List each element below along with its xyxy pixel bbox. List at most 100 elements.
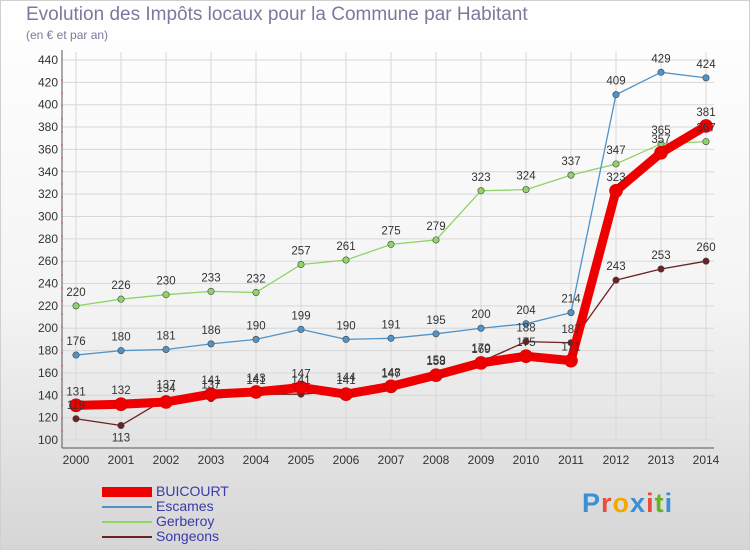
legend-swatch <box>102 506 152 508</box>
data-point-buicourt <box>114 397 128 412</box>
y-tick-label: 140 <box>38 388 58 402</box>
data-label: 141 <box>246 375 265 387</box>
y-tick-label: 240 <box>38 277 58 291</box>
x-tick-label: 2009 <box>468 453 495 467</box>
logo-letter: t <box>654 488 665 518</box>
data-label: 181 <box>156 330 175 342</box>
y-tick-label: 160 <box>38 366 58 380</box>
data-label: 113 <box>112 432 130 444</box>
y-tick-label: 100 <box>38 433 58 447</box>
logo-letter: o <box>612 488 631 518</box>
data-label: 275 <box>381 225 400 237</box>
data-point-songeons <box>72 415 80 423</box>
data-label: 347 <box>606 145 625 157</box>
data-point-gerberoy <box>522 186 530 194</box>
legend-swatch <box>102 487 152 497</box>
data-point-escames <box>252 335 260 343</box>
data-point-gerberoy <box>252 288 260 296</box>
y-tick-label: 380 <box>38 120 58 134</box>
data-label: 337 <box>561 156 580 168</box>
data-point-escames <box>72 351 80 359</box>
x-tick-label: 2013 <box>648 453 675 467</box>
data-label: 226 <box>111 280 130 292</box>
data-label: 147 <box>381 368 400 380</box>
data-label: 424 <box>696 59 716 71</box>
data-label: 323 <box>471 172 490 184</box>
x-tick-label: 2005 <box>288 453 315 467</box>
data-label: 147 <box>291 368 310 380</box>
legend-swatch <box>102 521 152 523</box>
data-label: 187 <box>561 324 580 336</box>
y-tick-label: 360 <box>38 142 58 156</box>
data-point-escames <box>162 345 170 353</box>
data-point-buicourt <box>654 145 668 160</box>
data-point-buicourt <box>294 380 308 395</box>
data-label: 381 <box>696 107 715 119</box>
data-label: 141 <box>336 375 355 387</box>
data-point-buicourt <box>609 183 623 198</box>
data-label: 176 <box>66 336 85 348</box>
data-label: 357 <box>651 134 670 146</box>
data-label: 169 <box>471 344 490 356</box>
data-point-songeons <box>612 276 620 284</box>
y-tick-label: 420 <box>38 75 58 89</box>
data-label: 260 <box>696 242 715 254</box>
data-label: 233 <box>201 272 220 284</box>
legend-label: Songeons <box>156 528 220 544</box>
data-point-gerberoy <box>432 236 440 244</box>
x-tick-label: 2014 <box>693 453 720 467</box>
legend-label: BUICOURT <box>156 483 229 499</box>
y-tick-label: 300 <box>38 209 58 223</box>
data-label: 365 <box>651 125 670 137</box>
chart-title: Evolution des Impôts locaux pour la Comm… <box>26 4 528 25</box>
data-label: 170 <box>471 343 490 355</box>
y-tick-label: 200 <box>38 321 58 335</box>
data-label: 143 <box>246 373 265 385</box>
data-label: 195 <box>426 315 445 327</box>
logo-letter: i <box>664 488 674 518</box>
data-label: 324 <box>516 171 536 183</box>
data-label: 199 <box>291 310 310 322</box>
data-label: 191 <box>381 319 400 331</box>
data-label: 243 <box>606 261 625 273</box>
data-point-escames <box>522 320 530 328</box>
data-label: 171 <box>561 342 580 354</box>
legend-label: Gerberoy <box>156 513 215 529</box>
data-point-gerberoy <box>567 171 575 179</box>
data-point-escames <box>297 325 305 333</box>
data-point-escames <box>432 330 440 338</box>
logo-letter: x <box>630 488 647 518</box>
data-label: 429 <box>651 53 670 65</box>
data-label: 220 <box>66 287 85 299</box>
data-point-gerberoy <box>612 160 620 168</box>
data-label: 190 <box>246 320 265 332</box>
y-tick-label: 260 <box>38 254 58 268</box>
data-point-gerberoy <box>297 261 305 269</box>
data-label: 253 <box>651 250 670 262</box>
data-label: 230 <box>156 276 175 288</box>
x-tick-label: 2001 <box>108 453 135 467</box>
x-tick-label: 2006 <box>333 453 360 467</box>
logo-letter: P <box>582 488 602 518</box>
x-tick-label: 2002 <box>153 453 180 467</box>
data-point-buicourt <box>249 385 263 399</box>
data-point-escames <box>117 347 125 355</box>
data-label: 180 <box>111 332 130 344</box>
data-point-buicourt <box>474 356 488 370</box>
y-tick-label: 280 <box>38 232 58 246</box>
y-tick-label: 440 <box>38 53 58 67</box>
data-label: 134 <box>156 383 176 395</box>
data-point-songeons <box>657 265 665 273</box>
data-label: 186 <box>201 325 220 337</box>
data-label: 159 <box>426 355 445 367</box>
data-label: 279 <box>426 221 445 233</box>
data-point-gerberoy <box>387 240 395 248</box>
data-point-songeons <box>117 421 125 429</box>
x-tick-label: 2012 <box>603 453 630 467</box>
legend-swatch <box>102 536 152 538</box>
data-point-gerberoy <box>477 187 485 195</box>
data-point-buicourt <box>564 353 578 368</box>
